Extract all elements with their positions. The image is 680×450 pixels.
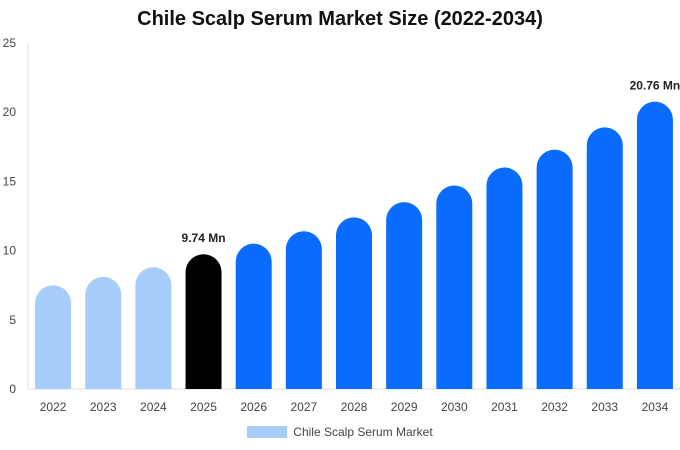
x-tick-label: 2026 <box>240 400 267 414</box>
bar <box>35 285 72 389</box>
chart-title: Chile Scalp Serum Market Size (2022-2034… <box>137 8 543 30</box>
x-tick-label: 2023 <box>90 400 117 414</box>
x-tick-label: 2025 <box>190 400 217 414</box>
data-label: 20.76 Mn <box>630 79 680 93</box>
x-tick-label: 2033 <box>591 400 618 414</box>
bar <box>436 185 473 389</box>
x-tick-label: 2031 <box>491 400 518 414</box>
bar <box>636 101 673 389</box>
legend-swatch <box>247 426 288 438</box>
y-tick-label: 15 <box>3 174 17 188</box>
x-tick-label: 2029 <box>391 400 418 414</box>
bar <box>235 243 272 389</box>
y-tick-label: 20 <box>3 105 17 119</box>
bar <box>486 167 523 389</box>
y-tick-label: 25 <box>3 36 17 50</box>
bar <box>386 202 423 389</box>
x-tick-label: 2030 <box>441 400 468 414</box>
x-tick-label: 2027 <box>290 400 317 414</box>
y-tick-label: 10 <box>3 244 17 258</box>
bar <box>536 149 573 389</box>
bar <box>586 127 623 389</box>
bar <box>285 231 322 389</box>
bar <box>185 254 222 389</box>
y-tick-label: 0 <box>9 382 16 396</box>
x-tick-label: 2028 <box>341 400 368 414</box>
x-tick-label: 2034 <box>642 400 669 414</box>
legend: Chile Scalp Serum Market <box>0 425 680 439</box>
legend-label: Chile Scalp Serum Market <box>293 425 433 439</box>
x-tick-label: 2024 <box>140 400 167 414</box>
data-label: 9.74 Mn <box>182 231 226 245</box>
x-tick-label: 2032 <box>541 400 568 414</box>
y-tick-label: 5 <box>9 313 16 327</box>
bar <box>135 267 172 389</box>
bar <box>85 276 122 389</box>
bar <box>336 217 372 389</box>
x-tick-label: 2022 <box>40 400 67 414</box>
